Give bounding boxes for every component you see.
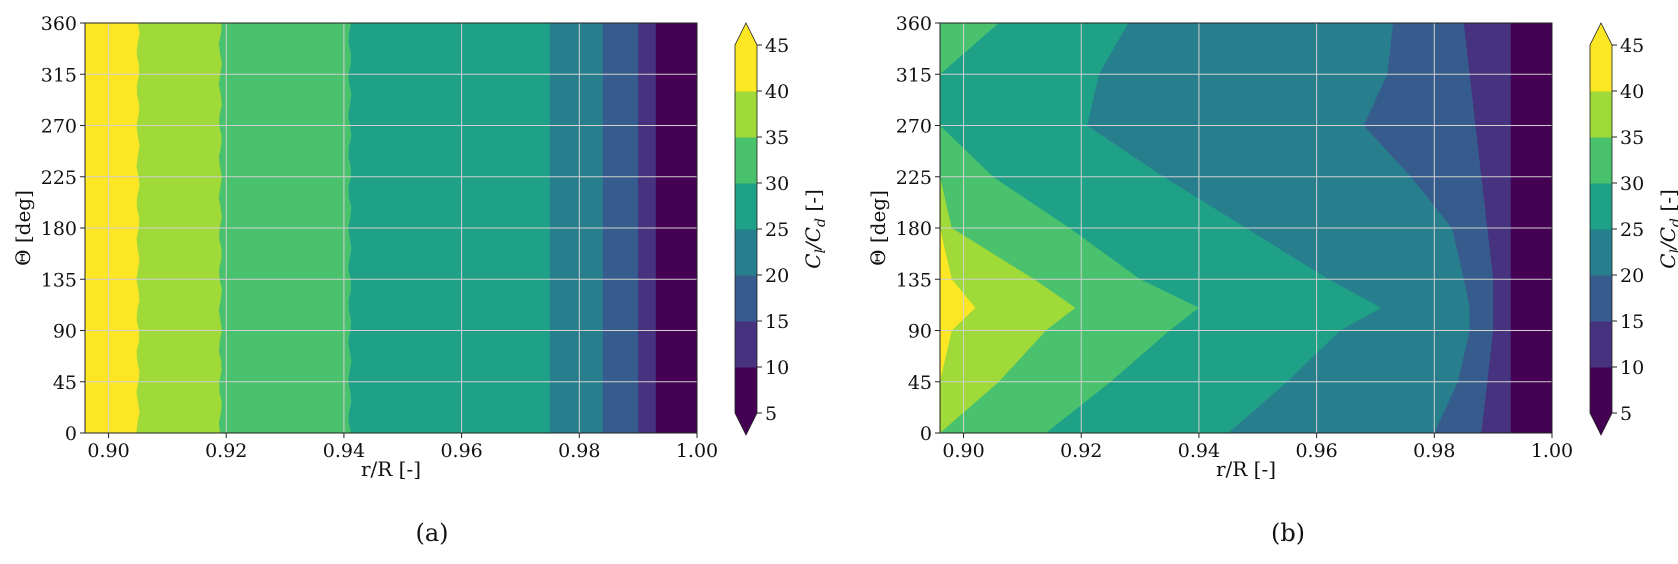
panel-a-x-label: r/R [-] [361, 457, 421, 481]
panel-b-x-tick-label: 0.98 [1413, 440, 1455, 462]
panel-a-x-tick-label: 0.92 [205, 440, 247, 462]
panel-a-colorbar-tick-label: 15 [765, 311, 789, 333]
panel-a-colorbar-tick-label: 30 [765, 173, 789, 195]
panel-b-colorbar-tick-label: 40 [1620, 81, 1644, 103]
panel-a: 0.90 0.92 0.94 0.96 0.98 1.00 0 45 90 135 180 225 2… [11, 13, 718, 547]
panel-b-x-tick-label: 1.00 [1531, 440, 1573, 462]
panel-b-y-tick-label: 225 [896, 167, 932, 189]
panel-b-colorbar-tick-label: 15 [1620, 311, 1644, 333]
panel-b-y-tick-label: 135 [896, 269, 932, 291]
panel-a-y-tick-label: 45 [53, 372, 77, 394]
panel-b-colorbar-tick-label: 30 [1620, 173, 1644, 195]
panel-b-caption: (b) [1271, 519, 1305, 547]
panel-a-y-tick-label: 315 [41, 64, 77, 86]
panel-b-y-tick-label: 45 [908, 372, 932, 394]
panel-a-colorbar-tick-label: 35 [765, 127, 789, 149]
panel-a-x-tick-label: 1.00 [676, 440, 718, 462]
panel-a-colorbar-segment [735, 91, 757, 138]
panel-a-colorbar-segment [735, 367, 757, 414]
panel-b-colorbar: 5 10 15 20 25 30 35 40 45 Cl​/Cd​ [-] [1589, 22, 1678, 436]
panel-a-y-tick-label: 360 [41, 13, 77, 35]
panel-b-x-tick-label: 0.92 [1060, 440, 1102, 462]
panel-b-colorbar-tick-label: 10 [1620, 357, 1644, 379]
panel-b-colorbar-label: Cl​/Cd​ [-] [1656, 189, 1678, 269]
panel-b-colorbar-segment [1590, 183, 1612, 230]
panel-a-x-tick-label: 0.98 [558, 440, 600, 462]
panel-b-colorbar-tick-label: 25 [1620, 219, 1644, 241]
panel-a-colorbar-segment [735, 229, 757, 276]
panel-b-y-tick-label: 360 [896, 13, 932, 35]
panel-b-colorbar-segment [1590, 367, 1612, 414]
panel-a-colorbar-over-arrow [735, 23, 757, 45]
panel-a-colorbar-tick-label: 40 [765, 81, 789, 103]
panel-b-colorbar-segment [1590, 229, 1612, 276]
panel-a-y-tick-label: 135 [41, 269, 77, 291]
panel-b-x-tick-label: 0.96 [1295, 440, 1337, 462]
panel-a-colorbar: 5 10 15 20 25 30 35 40 45 Cl​/Cd​ [-] [734, 22, 829, 436]
panel-b: 0.90 0.92 0.94 0.96 0.98 1.00 0 45 90 135 180 225 2… [866, 13, 1573, 547]
panel-b-colorbar-segment [1590, 321, 1612, 368]
panel-a-colorbar-label: Cl​/Cd​ [-] [801, 189, 829, 269]
panel-a-y-tick-label: 225 [41, 167, 77, 189]
panel-b-x-ticks: 0.90 0.92 0.94 0.96 0.98 1.00 [942, 433, 1573, 462]
panel-b-y-tick-label: 90 [908, 321, 932, 343]
panel-a-y-tick-label: 270 [41, 116, 77, 138]
panel-a-grid [85, 23, 697, 433]
panel-a-y-tick-label: 90 [53, 321, 77, 343]
panel-b-y-tick-label: 0 [920, 423, 932, 445]
panel-a-colorbar-segment [735, 321, 757, 368]
panel-b-y-tick-label: 270 [896, 116, 932, 138]
panel-a-colorbar-tick-label: 10 [765, 357, 789, 379]
panel-b-x-tick-label: 0.94 [1178, 440, 1220, 462]
panel-b-colorbar-over-arrow [1590, 23, 1612, 45]
panel-a-x-ticks: 0.90 0.92 0.94 0.96 0.98 1.00 [87, 433, 718, 462]
panel-a-x-tick-label: 0.90 [87, 440, 129, 462]
panel-a-y-label: Θ [deg] [11, 190, 35, 266]
panel-a-colorbar-segment [735, 137, 757, 184]
panel-a-colorbar-segment [735, 275, 757, 322]
panel-a-y-ticks: 0 45 90 135 180 225 270 315 360 [41, 13, 85, 445]
panel-b-colorbar-tick-label: 45 [1620, 35, 1644, 57]
panel-b-colorbar-segment [1590, 45, 1612, 92]
panel-b-colorbar-segment [1590, 275, 1612, 322]
panel-b-y-tick-label: 180 [896, 218, 932, 240]
panel-a-colorbar-tick-label: 25 [765, 219, 789, 241]
panel-b-colorbar-tick-label: 35 [1620, 127, 1644, 149]
panel-b-colorbar-under-arrow [1590, 413, 1612, 435]
panel-a-colorbar-under-arrow [735, 413, 757, 435]
panel-b-x-tick-label: 0.90 [942, 440, 984, 462]
panel-b-colorbar-segment [1590, 91, 1612, 138]
panel-b-y-tick-label: 315 [896, 64, 932, 86]
panel-a-colorbar-tick-label: 5 [765, 403, 777, 425]
panel-b-y-ticks: 0 45 90 135 180 225 270 315 360 [896, 13, 940, 445]
panel-a-colorbar-tick-label: 45 [765, 35, 789, 57]
panel-b-x-label: r/R [-] [1216, 457, 1276, 481]
panel-a-colorbar-tick-label: 20 [765, 265, 789, 287]
panel-b-y-label: Θ [deg] [866, 190, 890, 266]
panel-a-x-tick-label: 0.96 [440, 440, 482, 462]
panel-b-colorbar-segment [1590, 137, 1612, 184]
panel-a-caption: (a) [415, 519, 448, 547]
panel-a-colorbar-segment [735, 183, 757, 230]
panel-b-grid [940, 23, 1552, 433]
panel-a-y-tick-label: 180 [41, 218, 77, 240]
panel-b-colorbar-tick-label: 5 [1620, 403, 1632, 425]
panel-a-y-tick-label: 0 [65, 423, 77, 445]
panel-a-x-tick-label: 0.94 [323, 440, 365, 462]
panel-a-colorbar-segment [735, 45, 757, 92]
panel-b-colorbar-tick-label: 20 [1620, 265, 1644, 287]
